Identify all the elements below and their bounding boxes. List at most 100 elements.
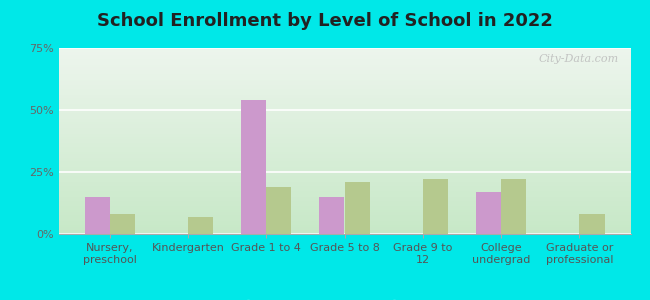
Bar	[58, 135, 630, 137]
Bar	[58, 163, 630, 165]
Bar	[58, 191, 630, 193]
Legend: Zip code 32664, Florida: Zip code 32664, Florida	[230, 296, 459, 300]
Bar	[58, 145, 630, 147]
Bar	[58, 204, 630, 206]
Bar	[58, 225, 630, 226]
Bar	[58, 126, 630, 128]
Bar	[58, 175, 630, 176]
Bar	[58, 70, 630, 72]
Bar	[58, 180, 630, 182]
Bar	[58, 147, 630, 148]
Bar	[58, 87, 630, 89]
Bar	[58, 65, 630, 67]
Bar	[58, 56, 630, 57]
Bar	[58, 152, 630, 154]
Bar	[58, 150, 630, 152]
Bar	[58, 189, 630, 191]
Bar	[58, 74, 630, 76]
Bar	[58, 96, 630, 98]
Bar	[58, 54, 630, 56]
Bar	[58, 143, 630, 145]
Bar	[58, 52, 630, 54]
Bar	[58, 202, 630, 204]
Bar	[579, 214, 604, 234]
Bar	[58, 89, 630, 91]
Bar	[58, 172, 630, 175]
Bar	[58, 72, 630, 74]
Bar	[58, 93, 630, 94]
Bar	[58, 226, 630, 228]
Bar	[58, 130, 630, 132]
Bar	[58, 223, 630, 225]
Bar	[58, 158, 630, 160]
Bar	[58, 165, 630, 167]
Bar	[422, 179, 448, 234]
Bar	[58, 217, 630, 219]
Bar	[58, 193, 630, 195]
Bar	[58, 76, 630, 78]
Text: School Enrollment by Level of School in 2022: School Enrollment by Level of School in …	[97, 12, 553, 30]
Bar	[58, 83, 630, 85]
Bar	[58, 115, 630, 117]
Bar	[344, 182, 370, 234]
Bar	[58, 100, 630, 102]
Bar	[58, 111, 630, 113]
Bar	[58, 210, 630, 212]
Bar	[58, 232, 630, 234]
Bar	[241, 100, 266, 234]
Bar	[58, 48, 630, 50]
Bar	[58, 78, 630, 80]
Bar	[58, 117, 630, 119]
Bar	[58, 214, 630, 215]
Bar	[58, 228, 630, 230]
Bar	[58, 167, 630, 169]
Bar	[501, 179, 526, 234]
Bar	[58, 119, 630, 121]
Bar	[58, 182, 630, 184]
Bar	[58, 137, 630, 139]
Bar	[58, 186, 630, 188]
Bar	[58, 91, 630, 93]
Bar	[58, 63, 630, 65]
Bar	[84, 197, 110, 234]
Bar	[58, 156, 630, 158]
Bar	[58, 113, 630, 115]
Bar	[58, 121, 630, 122]
Bar	[58, 80, 630, 82]
Bar	[58, 215, 630, 217]
Bar	[58, 50, 630, 52]
Bar	[58, 184, 630, 186]
Bar	[58, 208, 630, 210]
Bar	[58, 128, 630, 130]
Bar	[58, 197, 630, 199]
Bar	[58, 107, 630, 110]
Bar	[58, 134, 630, 135]
Bar	[58, 98, 630, 100]
Bar	[58, 106, 630, 107]
Bar	[110, 214, 135, 234]
Bar	[58, 61, 630, 63]
Bar	[58, 68, 630, 70]
Bar	[58, 188, 630, 189]
Bar	[58, 230, 630, 232]
Bar	[58, 154, 630, 156]
Bar	[58, 160, 630, 161]
Bar	[58, 212, 630, 214]
Bar	[58, 59, 630, 61]
Bar	[58, 195, 630, 197]
Bar	[58, 200, 630, 202]
Bar	[266, 187, 291, 234]
Bar	[58, 141, 630, 143]
Bar	[58, 206, 630, 208]
Bar	[58, 171, 630, 172]
Bar	[58, 176, 630, 178]
Bar	[188, 217, 213, 234]
Text: City-Data.com: City-Data.com	[539, 54, 619, 64]
Bar	[58, 104, 630, 106]
Bar	[319, 197, 344, 234]
Bar	[58, 221, 630, 223]
Bar	[476, 192, 501, 234]
Bar	[58, 161, 630, 163]
Bar	[58, 122, 630, 124]
Bar	[58, 102, 630, 104]
